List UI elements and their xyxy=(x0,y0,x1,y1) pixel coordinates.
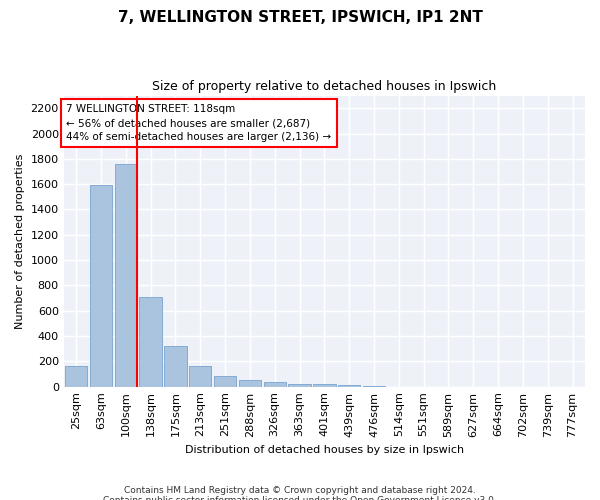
Text: 7, WELLINGTON STREET, IPSWICH, IP1 2NT: 7, WELLINGTON STREET, IPSWICH, IP1 2NT xyxy=(118,10,482,25)
Text: Contains HM Land Registry data © Crown copyright and database right 2024.: Contains HM Land Registry data © Crown c… xyxy=(124,486,476,495)
Y-axis label: Number of detached properties: Number of detached properties xyxy=(15,154,25,329)
Bar xyxy=(313,384,335,386)
Bar xyxy=(65,366,87,386)
Bar xyxy=(189,366,211,386)
Bar xyxy=(239,380,261,386)
Bar xyxy=(289,384,311,386)
Bar xyxy=(115,164,137,386)
Bar xyxy=(263,382,286,386)
X-axis label: Distribution of detached houses by size in Ipswich: Distribution of detached houses by size … xyxy=(185,445,464,455)
Bar xyxy=(164,346,187,387)
Bar xyxy=(139,297,162,386)
Text: Contains public sector information licensed under the Open Government Licence v3: Contains public sector information licen… xyxy=(103,496,497,500)
Title: Size of property relative to detached houses in Ipswich: Size of property relative to detached ho… xyxy=(152,80,496,93)
Bar xyxy=(90,186,112,386)
Text: 7 WELLINGTON STREET: 118sqm
← 56% of detached houses are smaller (2,687)
44% of : 7 WELLINGTON STREET: 118sqm ← 56% of det… xyxy=(66,104,331,142)
Bar xyxy=(214,376,236,386)
